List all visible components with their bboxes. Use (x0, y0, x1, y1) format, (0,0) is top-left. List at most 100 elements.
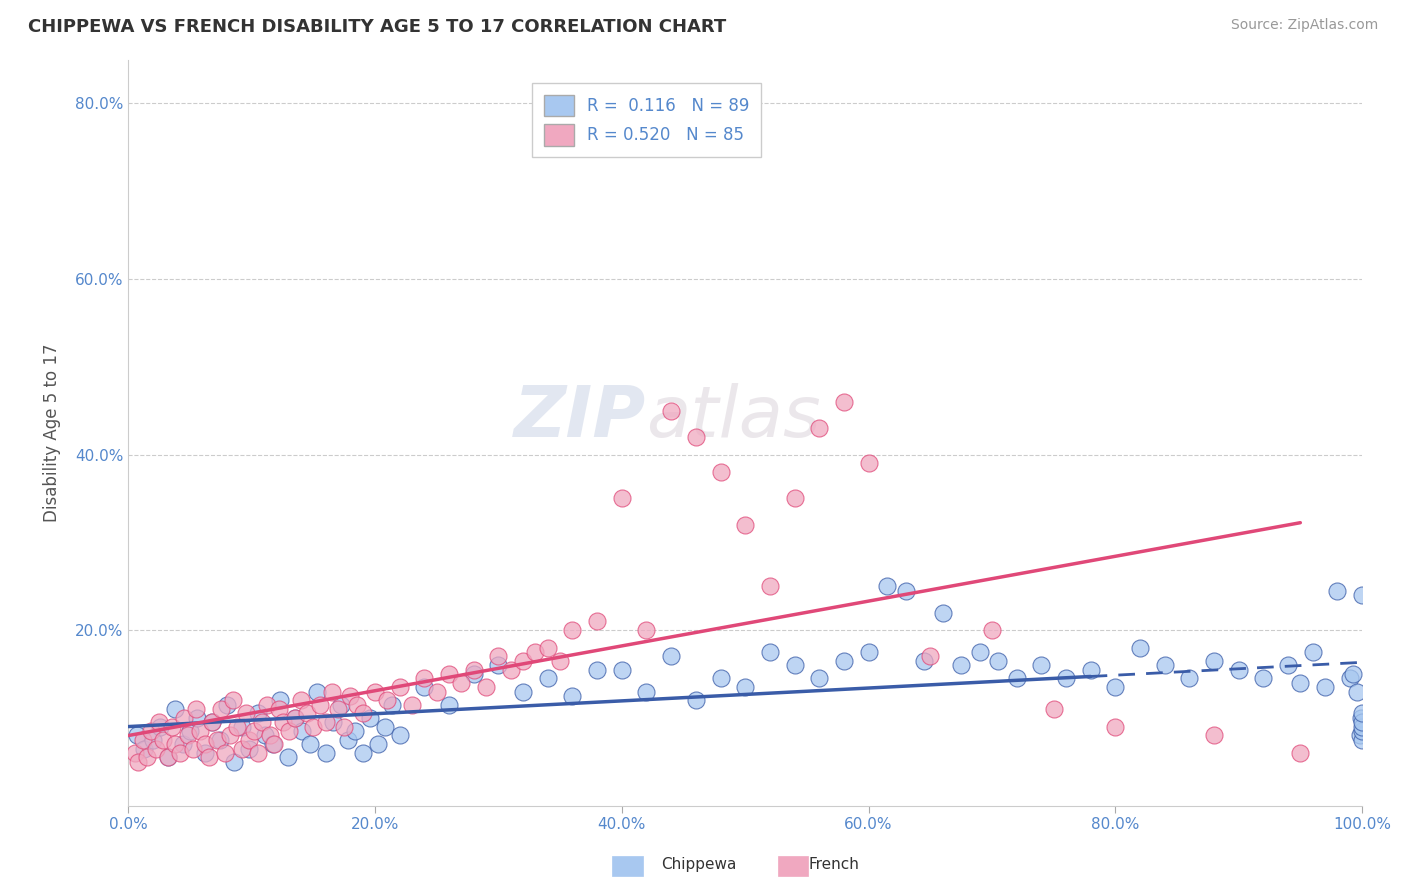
Point (1346, 684, 1368, 698)
Point (298, 737, 321, 751)
Point (1031, 658, 1053, 673)
Point (290, 693, 312, 707)
Text: Source: ZipAtlas.com: Source: ZipAtlas.com (1230, 18, 1378, 32)
Point (377, 693, 399, 707)
Point (548, 654, 571, 668)
Point (205, 732, 228, 747)
Point (759, 579, 782, 593)
Point (1351, 720, 1374, 734)
Point (218, 728, 240, 742)
Point (381, 698, 404, 712)
Point (586, 615, 609, 629)
Point (209, 702, 232, 716)
Point (246, 746, 269, 760)
Point (125, 728, 148, 742)
Point (1153, 658, 1175, 673)
Point (256, 698, 278, 712)
Point (463, 667, 485, 681)
Point (783, 491, 806, 506)
Point (149, 720, 172, 734)
Point (808, 671, 831, 685)
Point (1202, 654, 1225, 668)
Point (413, 680, 436, 694)
Point (263, 737, 285, 751)
Point (367, 737, 389, 751)
Point (388, 680, 411, 694)
Point (1080, 663, 1102, 677)
Text: atlas: atlas (647, 384, 821, 452)
Point (413, 671, 436, 685)
Point (401, 698, 423, 712)
Point (267, 702, 290, 716)
Point (808, 421, 831, 435)
Point (876, 579, 898, 593)
Point (685, 430, 707, 444)
Point (783, 658, 806, 673)
Point (987, 654, 1010, 668)
Point (463, 663, 485, 677)
Point (284, 711, 307, 725)
Point (969, 645, 991, 659)
Point (308, 698, 330, 712)
Point (1326, 583, 1348, 598)
Point (1104, 720, 1126, 734)
Point (315, 746, 337, 760)
Point (277, 724, 299, 739)
Point (165, 737, 187, 751)
Point (709, 671, 731, 685)
Point (142, 732, 165, 747)
Point (235, 706, 257, 721)
Point (636, 684, 658, 698)
Point (1313, 680, 1336, 694)
Point (333, 720, 356, 734)
Point (832, 654, 855, 668)
Point (1178, 671, 1201, 685)
Point (176, 728, 198, 742)
Point (1302, 645, 1324, 659)
Point (610, 491, 633, 506)
Point (659, 403, 682, 417)
Point (450, 675, 472, 690)
Point (512, 654, 534, 668)
Point (858, 456, 880, 470)
Point (181, 741, 204, 756)
Point (1351, 732, 1374, 747)
Point (561, 689, 583, 703)
Text: Chippewa: Chippewa (661, 857, 737, 872)
Point (269, 693, 291, 707)
Point (254, 728, 277, 742)
Point (186, 702, 208, 716)
Point (197, 750, 219, 764)
Point (586, 663, 609, 677)
Point (1054, 671, 1077, 685)
Point (329, 698, 352, 712)
Point (259, 728, 281, 742)
Point (152, 732, 174, 747)
Point (321, 684, 343, 698)
Point (179, 724, 201, 739)
Point (364, 684, 387, 698)
Point (276, 750, 298, 764)
Point (475, 680, 498, 694)
Point (315, 715, 337, 730)
Point (291, 724, 314, 739)
Point (231, 720, 253, 734)
Point (1351, 715, 1374, 730)
Point (1005, 671, 1028, 685)
Point (1129, 640, 1152, 655)
Point (1202, 728, 1225, 742)
Point (734, 517, 756, 532)
Point (201, 715, 224, 730)
Point (980, 623, 1002, 637)
Point (322, 715, 344, 730)
Point (302, 720, 325, 734)
Point (231, 741, 253, 756)
Point (1351, 724, 1374, 739)
Text: ZIP: ZIP (515, 384, 647, 452)
Point (148, 715, 170, 730)
Point (858, 645, 880, 659)
Point (156, 750, 179, 764)
Point (194, 737, 217, 751)
Point (284, 711, 307, 725)
Point (1350, 711, 1372, 725)
